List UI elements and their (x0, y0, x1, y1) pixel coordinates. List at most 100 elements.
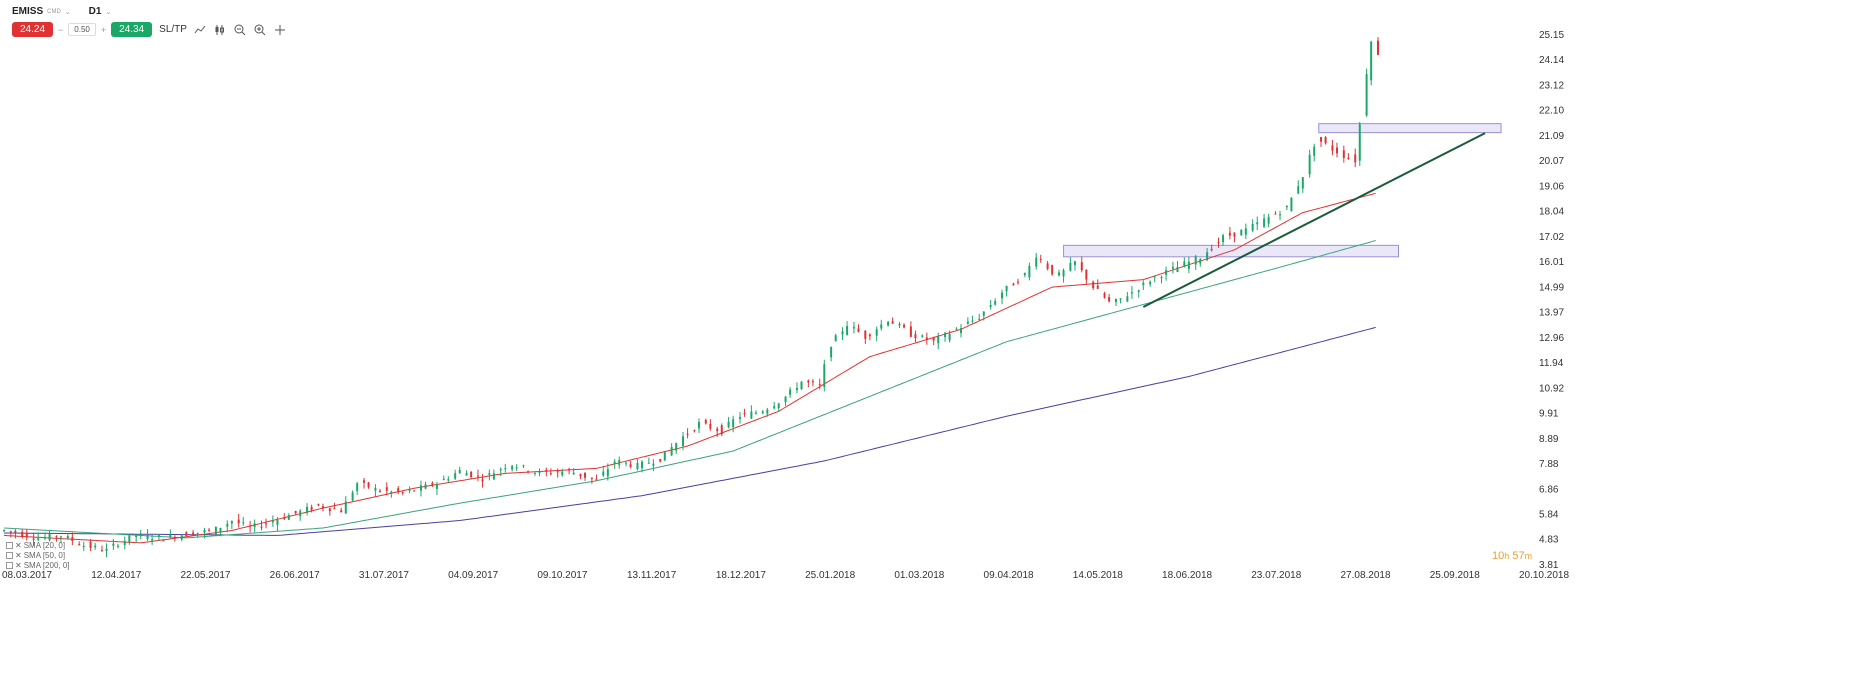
candle-body[interactable] (1279, 214, 1282, 216)
candle-body[interactable] (549, 473, 552, 475)
candle-body[interactable] (306, 506, 309, 513)
candle-body[interactable] (960, 328, 963, 334)
candle-body[interactable] (1183, 261, 1186, 268)
candle-body[interactable] (465, 473, 468, 476)
candle-body[interactable] (260, 526, 263, 528)
candle-body[interactable] (1256, 222, 1259, 225)
sell-button[interactable]: 24.24 (12, 22, 54, 37)
symbol-dropdown-icon[interactable]: ⌄ (64, 8, 71, 16)
candle-body[interactable] (1092, 281, 1095, 289)
candle-body[interactable] (857, 328, 860, 332)
candle-body[interactable] (219, 527, 222, 533)
candle-body[interactable] (32, 538, 35, 540)
candle-body[interactable] (682, 436, 685, 446)
close-icon[interactable]: ✕ (15, 541, 22, 550)
candle-body[interactable] (408, 489, 411, 491)
candle-body[interactable] (511, 465, 514, 470)
resistance-zone[interactable] (1318, 123, 1502, 134)
candle-body[interactable] (891, 321, 894, 324)
candle-body[interactable] (374, 487, 377, 491)
candle-body[interactable] (697, 422, 700, 429)
candle-body[interactable] (317, 504, 320, 506)
candle-body[interactable] (743, 413, 746, 415)
candle-body[interactable] (401, 492, 404, 494)
timeframe-selector[interactable]: D1 (88, 6, 102, 17)
candle-body[interactable] (249, 525, 252, 527)
candle-body[interactable] (1251, 223, 1254, 231)
candle-body[interactable] (1080, 262, 1083, 271)
candle-body[interactable] (868, 334, 871, 337)
candle-body[interactable] (299, 510, 302, 517)
candle-body[interactable] (1324, 136, 1327, 144)
candle-body[interactable] (1149, 281, 1152, 285)
candle-body[interactable] (276, 519, 279, 525)
candle-body[interactable] (283, 517, 286, 519)
candle-body[interactable] (795, 388, 798, 391)
candle-body[interactable] (1160, 277, 1163, 279)
zoom-out-icon[interactable] (233, 23, 247, 37)
candle-body[interactable] (636, 462, 639, 469)
candle-body[interactable] (994, 301, 997, 305)
candle-body[interactable] (499, 469, 502, 471)
candle-body[interactable] (613, 461, 616, 464)
candle-body[interactable] (185, 532, 188, 537)
candle-body[interactable] (720, 425, 723, 435)
candle-body[interactable] (340, 510, 343, 513)
candle-body[interactable] (1176, 267, 1179, 273)
volume-input[interactable]: 0.50 (68, 23, 96, 36)
volume-increase-button[interactable]: + (100, 24, 107, 35)
candle-body[interactable] (146, 534, 149, 540)
candle-body[interactable] (504, 468, 507, 470)
candle-body[interactable] (898, 324, 901, 326)
candle-body[interactable] (458, 469, 461, 474)
candle-body[interactable] (807, 380, 810, 383)
candle-body[interactable] (914, 334, 917, 339)
candle-body[interactable] (971, 320, 974, 322)
candle-body[interactable] (21, 531, 24, 538)
candle-body[interactable] (704, 419, 707, 424)
candle-body[interactable] (625, 462, 628, 464)
candle-body[interactable] (55, 536, 58, 538)
candle-body[interactable] (982, 311, 985, 316)
candle-body[interactable] (1046, 263, 1049, 269)
crosshair-icon[interactable] (273, 23, 287, 37)
candle-body[interactable] (1331, 145, 1334, 151)
candle-body[interactable] (773, 406, 776, 409)
candle-body[interactable] (1012, 283, 1015, 286)
close-icon[interactable]: ✕ (15, 551, 22, 560)
candle-body[interactable] (151, 539, 154, 541)
candle-body[interactable] (1073, 261, 1076, 266)
candle-body[interactable] (1335, 147, 1338, 154)
candle-body[interactable] (157, 535, 160, 537)
candle-body[interactable] (1103, 293, 1106, 298)
candle-body[interactable] (192, 532, 195, 536)
candle-body[interactable] (351, 492, 354, 501)
candle-body[interactable] (1358, 124, 1361, 161)
legend-settings-icon[interactable] (6, 562, 13, 569)
legend-settings-icon[interactable] (6, 542, 13, 549)
zoom-in-icon[interactable] (253, 23, 267, 37)
candle-body[interactable] (1096, 285, 1099, 289)
candle-body[interactable] (447, 479, 450, 481)
candle-body[interactable] (909, 326, 912, 337)
candle-body[interactable] (1005, 285, 1008, 292)
candle-body[interactable] (727, 421, 730, 428)
candle-body[interactable] (1023, 273, 1026, 276)
candle-body[interactable] (37, 538, 40, 540)
candle-body[interactable] (732, 419, 735, 428)
candle-body[interactable] (1085, 269, 1088, 280)
candle-body[interactable] (830, 346, 833, 358)
candle-body[interactable] (1142, 282, 1145, 286)
candle-body[interactable] (294, 510, 297, 514)
candle-body[interactable] (14, 530, 17, 534)
candle-body[interactable] (864, 330, 867, 339)
candle-body[interactable] (1217, 242, 1220, 244)
candle-body[interactable] (675, 443, 678, 451)
candle-body[interactable] (105, 548, 108, 552)
candle-body[interactable] (230, 521, 233, 524)
buy-button[interactable]: 24.34 (111, 22, 153, 37)
candle-body[interactable] (568, 468, 571, 470)
candle-body[interactable] (1228, 232, 1231, 236)
candle-body[interactable] (1301, 177, 1304, 189)
candle-body[interactable] (1028, 265, 1031, 278)
